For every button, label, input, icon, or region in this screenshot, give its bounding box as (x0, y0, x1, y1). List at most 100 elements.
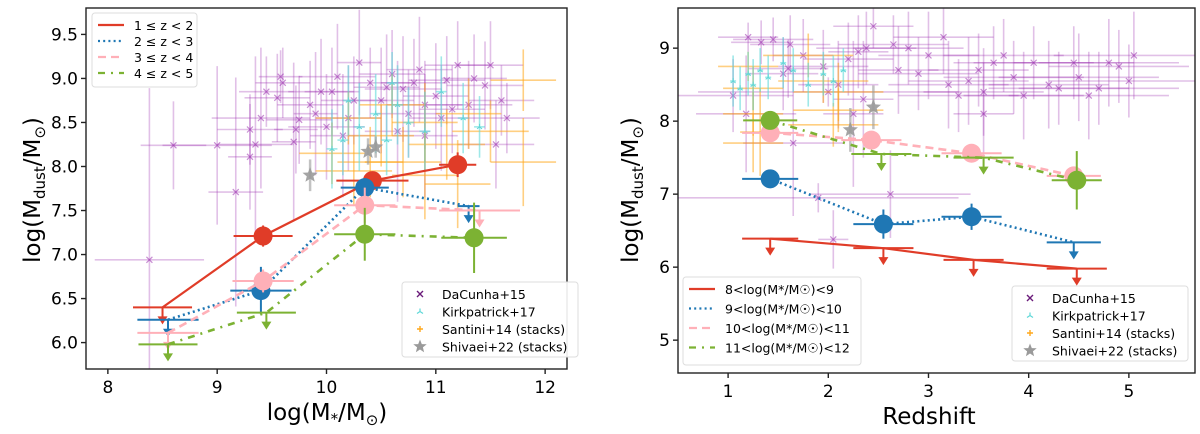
ref-point-tri (372, 110, 379, 117)
ref-point-x (213, 141, 221, 149)
ref-point-tri (757, 67, 763, 73)
x-tick-label: 10 (316, 378, 338, 398)
ref-point-x (889, 41, 897, 48)
series-line (161, 163, 458, 309)
series-1 (742, 169, 1101, 260)
upper-limit-arrow (1071, 277, 1082, 286)
series-point (962, 207, 982, 227)
left-ylabel: log(Mdust/M⊙) (20, 117, 49, 263)
ref-point-x (895, 66, 902, 74)
ref-point-x (1030, 59, 1038, 67)
ref-point-star (368, 139, 384, 154)
x-tick-label: 3 (923, 382, 934, 402)
legend-label: 8<log(M*/M☉)<9 (725, 282, 834, 297)
ref-point-x (257, 114, 265, 122)
ref-point-x (1095, 84, 1103, 92)
ref-point-x (975, 66, 983, 74)
ref-point-tri (383, 137, 390, 143)
y-tick-label: 9.0 (51, 69, 78, 89)
ref-point-x (905, 44, 912, 52)
legend-label: 3 ≤ z < 4 (134, 50, 193, 65)
y-tick-label: 6.5 (51, 290, 78, 310)
ref-point-tri (476, 123, 483, 130)
x-tick-label: 5 (1123, 382, 1134, 402)
axes-frame (677, 7, 1196, 374)
series-point (760, 110, 780, 130)
ref-point-x (945, 81, 952, 89)
ref-point-tri (460, 115, 466, 121)
ref-point-x (1055, 84, 1063, 92)
ref-point-x (170, 141, 177, 149)
ref-point-x (415, 66, 423, 74)
ref-point-x (487, 61, 494, 69)
upper-limit-arrow (463, 215, 474, 224)
ref-point-x (481, 82, 489, 89)
ref-point-x (273, 94, 281, 102)
upper-limit-arrow (968, 268, 979, 277)
ref-point-x (1000, 52, 1008, 59)
ref-point-x (145, 256, 153, 264)
ref-point-x (789, 139, 797, 147)
ref-point-tri (329, 145, 335, 152)
ref-point-x (1105, 59, 1113, 67)
legend-main: 8<log(M*/M☉)<9 9<log(M*/M☉)<10 10<log(M*/M… (682, 276, 862, 366)
ref-point-x (306, 101, 314, 109)
y-tick-label: 8.0 (51, 157, 78, 177)
legend-marker-star-icon (413, 339, 427, 353)
ref-point-tri (394, 101, 401, 108)
ref-point-x (470, 75, 478, 82)
legend-main: 1 ≤ z < 22 ≤ z < 33 ≤ z < 44 ≤ z < 5 (91, 12, 198, 88)
ref-point-x (232, 188, 240, 196)
ref-point-x (492, 141, 500, 148)
ref-point-x (262, 88, 270, 96)
ref-point-tri (830, 78, 837, 84)
ref-point-x (312, 110, 319, 118)
ref-point-x (323, 123, 330, 131)
ref-point-x (769, 35, 777, 43)
legend-label: 11<log(M*/M☉)<12 (725, 341, 850, 356)
ref-point-tri (750, 81, 756, 88)
ref-point-x (915, 70, 922, 78)
series-point (861, 130, 881, 150)
ref-point-tri (356, 123, 363, 130)
ref-point-tri (765, 74, 771, 80)
ref-point-x (317, 88, 325, 96)
upper-limit-arrow (474, 219, 485, 228)
upper-limit-arrow (878, 257, 889, 266)
upper-limit-arrow (765, 247, 776, 256)
ref-point-x (786, 41, 794, 48)
series-line (769, 119, 1078, 182)
legend-label: 9<log(M*/M☉)<10 (725, 302, 842, 317)
ref-point-star (302, 167, 318, 182)
ref-point-star (360, 143, 376, 158)
series-3 (138, 202, 507, 362)
left-xlabel: log(M*/M⊙) (267, 400, 388, 429)
ref-point-x (497, 97, 505, 104)
legend-label: 4 ≤ z < 5 (134, 66, 193, 81)
panel-left-dust-vs-stellar-mass: 8 9 10 11 12 6.0 6.5 7.0 7.5 8.0 8.5 9.0 9.5 1 ≤ z < … (51, 7, 579, 398)
y-tick-label: 6 (659, 258, 670, 278)
ref-point-tri (805, 81, 812, 88)
ref-series-shivaei-22-stacks- (302, 136, 384, 192)
ref-point-x (350, 97, 358, 104)
ref-point-x (448, 105, 456, 113)
series-line (167, 186, 469, 321)
ref-point-x (1085, 92, 1093, 100)
ref-point-x (334, 73, 341, 81)
series-point (253, 226, 273, 246)
ref-point-x (814, 194, 822, 202)
legend-label: 10<log(M*/M☉)<11 (725, 321, 850, 336)
x-tick-label: 11 (425, 378, 447, 398)
ref-point-x (744, 33, 752, 41)
x-tick-label: 12 (534, 378, 556, 398)
series-0 (742, 237, 1107, 286)
legend-label: 1 ≤ z < 2 (134, 18, 193, 33)
ref-point-x (1075, 73, 1083, 81)
x-tick-label: 1 (723, 382, 734, 402)
right-xlabel: Redshift (882, 404, 975, 430)
legend-frame (401, 281, 579, 358)
x-tick-label: 8 (102, 378, 113, 398)
legend-label: DaCunha+15 (1052, 291, 1136, 306)
x-tick-label: 2 (823, 382, 834, 402)
